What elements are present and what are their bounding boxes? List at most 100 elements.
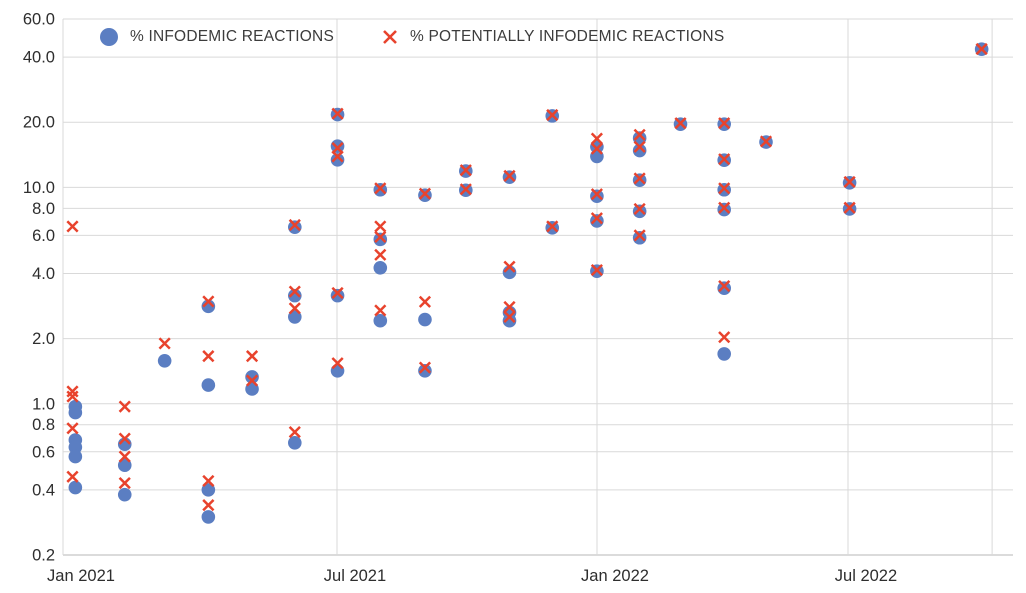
potentially-infodemic-point	[374, 182, 387, 195]
y-tick-label: 8.0	[32, 200, 55, 218]
infodemic-circle-icon	[100, 28, 118, 46]
potentially-infodemic-point	[975, 42, 988, 56]
potentially-infodemic-point	[759, 135, 773, 148]
x-tick-label: Jul 2022	[835, 567, 897, 585]
infodemic-point	[717, 347, 731, 361]
infodemic-point	[201, 378, 216, 392]
potentially-infodemic-point	[331, 286, 344, 300]
potentially-infodemic-point	[633, 202, 646, 216]
y-tick-label: 1.0	[32, 395, 55, 413]
potentially-infodemic-point	[118, 476, 131, 490]
y-tick-label: 40.0	[23, 49, 55, 67]
potentially-infodemic-point	[418, 361, 432, 374]
infodemic-point	[201, 510, 216, 524]
infodemic-point	[418, 364, 432, 378]
potentially-infodemic-point	[245, 350, 259, 363]
potentially-infodemic-point	[288, 302, 301, 315]
x-tick-label: Jul 2021	[324, 567, 386, 585]
infodemic-point	[245, 370, 259, 384]
potentially-infodemic-point	[503, 260, 516, 273]
potentially-infodemic-point	[633, 172, 646, 185]
potentially-infodemic-point	[202, 295, 215, 308]
potentially-infodemic-point	[718, 153, 731, 166]
potentially-infodemic-point	[459, 164, 472, 177]
potentially-infodemic-point	[418, 295, 432, 308]
potentially-infodemic-point	[718, 182, 731, 195]
infodemic-point	[68, 449, 83, 464]
potentially-infodemic-point	[66, 422, 79, 435]
infodemic-point	[288, 288, 302, 303]
potentially-infodemic-point	[331, 357, 344, 370]
potentially-infodemic-point	[66, 220, 79, 233]
potentially-infodemic-point	[718, 201, 731, 214]
legend-item-infodemic: % INFODEMIC REACTIONS	[100, 28, 334, 46]
infodemic-point	[288, 436, 302, 450]
infodemic-point	[717, 281, 731, 296]
potentially-infodemic-point	[418, 187, 432, 200]
potentially-infodemic-point	[66, 385, 79, 398]
infodemic-point	[632, 143, 647, 158]
potentially-infodemic-point	[288, 285, 301, 298]
x-grid-and-labels: Jan 2021 Jul 2021 Jan 2022 Jul 2022	[47, 19, 993, 585]
infodemic-point	[288, 220, 302, 234]
infodemic-point	[373, 313, 388, 328]
infodemic-point	[373, 260, 388, 275]
infodemic-point	[201, 299, 216, 314]
potentially-infodemic-point	[843, 201, 856, 214]
potentially-infodemic-point	[66, 470, 79, 483]
potentially-infodemic-point	[202, 474, 215, 487]
infodemic-point	[117, 458, 132, 473]
infodemic-point	[68, 440, 83, 454]
potentially-infodemic-point	[374, 220, 387, 233]
potentially-infodemic-point	[718, 117, 731, 130]
potentially-infodemic-point	[503, 310, 516, 323]
infodemic-point	[502, 313, 517, 328]
infodemic-point	[418, 312, 432, 327]
infodemic-point	[330, 139, 345, 153]
potentially-infodemic-point	[843, 175, 856, 188]
infodemic-point	[632, 131, 647, 145]
y-tick-label: 0.8	[32, 416, 55, 434]
y-tick-label: 60.0	[23, 11, 55, 29]
potentially-infodemic-point	[590, 212, 603, 225]
legend-item-potentially-infodemic: % POTENTIALLY INFODEMIC REACTIONS	[382, 28, 724, 46]
infodemic-point	[330, 153, 345, 167]
potentially-infodemic-point	[546, 220, 559, 233]
y-tick-label: 6.0	[32, 227, 55, 245]
infodemic-point	[632, 230, 647, 245]
potentially-infodemic-point	[374, 248, 387, 261]
potentially-infodemic-point	[633, 128, 646, 141]
x-tick-label: Jan 2022	[581, 567, 649, 585]
infodemic-point	[590, 189, 604, 204]
potentially-infodemic-point	[459, 183, 472, 196]
potentially-infodemic-point	[66, 390, 79, 403]
legend-label-potentially-infodemic: % POTENTIALLY INFODEMIC REACTIONS	[410, 28, 725, 45]
potentially-infodemic-point	[245, 374, 259, 387]
potentially-infodemic-point	[118, 400, 131, 413]
infodemic-point	[68, 480, 83, 495]
potentially-infodemic-point	[590, 188, 603, 201]
potentially-infodemic-point	[590, 263, 603, 277]
y-tick-label: 20.0	[23, 114, 55, 132]
potentially-infodemic-point	[374, 304, 387, 317]
potentially-infodemic-point	[158, 337, 171, 350]
potentially-infodemic-point	[674, 117, 687, 130]
potentially-infodemic-point	[590, 142, 603, 155]
potentially-infodemic-point	[202, 499, 215, 512]
y-tick-label: 0.6	[32, 443, 55, 461]
y-tick-label: 2.0	[32, 330, 55, 348]
potentially-infodemic-point	[633, 229, 646, 242]
infodemic-point	[632, 204, 647, 219]
potentially-infodemic-point	[288, 425, 301, 439]
potentially-infodemic-point	[374, 230, 387, 244]
infodemic-point	[117, 487, 132, 502]
potentially-infodemic-point	[118, 432, 131, 445]
potentially-infodemic-point	[718, 279, 731, 293]
potentially-infodemic-point	[503, 169, 516, 182]
x-tick-label: Jan 2021	[47, 567, 115, 585]
infodemic-point	[201, 483, 216, 497]
potentially-infodemic-point	[331, 150, 344, 163]
y-tick-label: 0.4	[32, 481, 55, 499]
